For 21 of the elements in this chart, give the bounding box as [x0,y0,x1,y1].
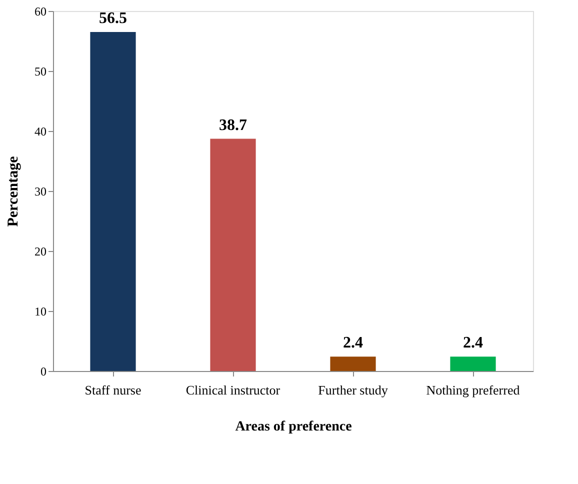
x-tick-label: Staff nurse [84,382,142,398]
y-tick-label: 0 [40,364,46,378]
x-tick-label: Further study [318,382,388,398]
bar [210,138,256,371]
y-tick-label: 20 [34,244,46,258]
y-tick-label: 50 [34,64,46,78]
y-tick-label: 10 [34,304,46,318]
x-tick-label: Nothing preferred [426,382,520,398]
data-label: 38.7 [219,116,247,134]
y-tick-label: 60 [34,4,46,18]
y-tick-label: 30 [34,184,46,198]
data-label: 56.5 [99,10,127,27]
data-label: 2.4 [463,334,483,352]
x-tick-label: Clinical instructor [186,382,281,398]
y-tick-label: 40 [34,124,46,138]
bar [90,32,136,371]
bar [330,356,376,371]
x-axis-title: Areas of preference [235,420,352,434]
y-axis-title: Percentage [6,156,22,227]
data-label: 2.4 [343,334,363,352]
bar [450,356,496,371]
